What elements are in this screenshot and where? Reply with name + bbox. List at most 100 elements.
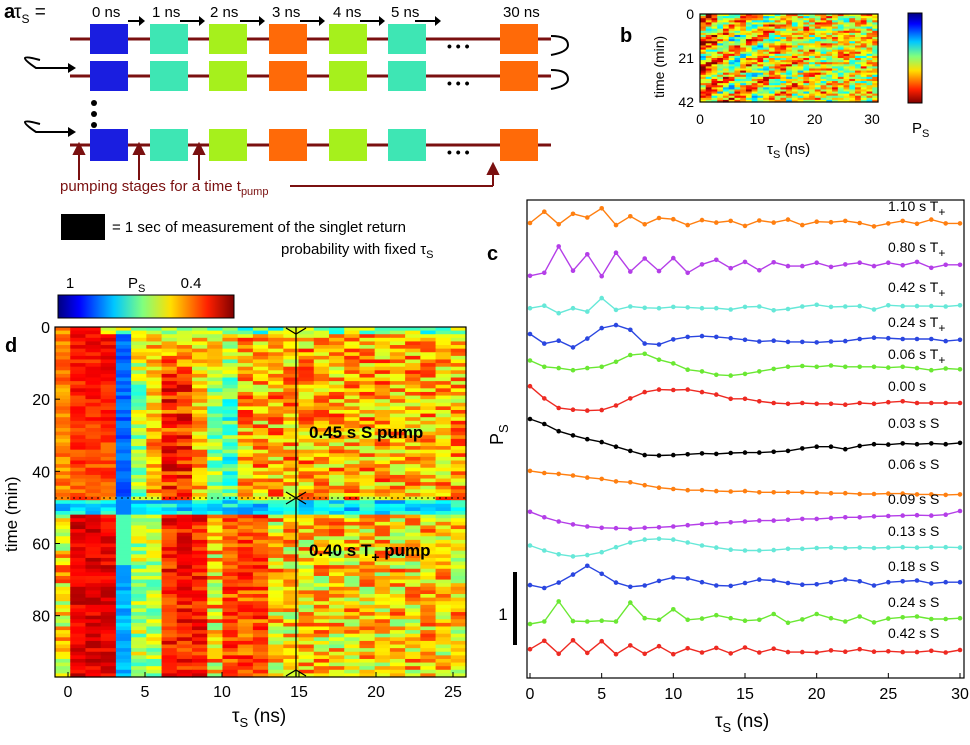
heatmap-b-cell (700, 53, 707, 57)
heatmap-b-cell (768, 24, 776, 28)
heatmap-d-cell (207, 402, 224, 407)
heatmap-d-cell (252, 428, 269, 433)
heatmap-d-cell (192, 669, 208, 674)
heatmap-d-cell (450, 655, 467, 660)
heatmap-d-cell (450, 543, 467, 548)
heatmap-d-cell (435, 604, 452, 610)
heatmap-d-cell (405, 341, 421, 346)
heatmap-b-cell (728, 78, 736, 82)
heatmap-d-cell (70, 669, 87, 674)
heatmap-d-cell (146, 384, 163, 389)
series-point (642, 305, 647, 311)
heatmap-b-cell (809, 85, 816, 88)
heatmap-b-cell (820, 70, 827, 74)
heatmap-d-cell (420, 557, 437, 563)
heatmap-d-cell (405, 669, 421, 674)
heatmap-d-cell (374, 525, 391, 530)
heatmap-d-cell (207, 554, 224, 559)
heatmap-d-cell (313, 330, 330, 335)
heatmap-d-cell (115, 489, 132, 494)
heatmap-d-cell (435, 655, 452, 660)
heatmap-d-cell (70, 489, 87, 494)
heatmap-d-cell (222, 413, 239, 418)
heatmap-d-cell (420, 496, 437, 501)
heatmap-d-cell (283, 550, 300, 555)
heatmap-b-cell (751, 55, 759, 59)
heatmap-d-cell (450, 572, 467, 577)
heatmap-d-cell (344, 615, 361, 620)
series-point (757, 617, 762, 623)
heatmap-d-cell (192, 366, 208, 371)
heatmap-b-cell (872, 70, 879, 74)
heatmap-b-cell (751, 20, 759, 23)
heatmap-b-cell (843, 83, 850, 86)
heatmap-b-cell (849, 30, 856, 34)
series-point (728, 583, 733, 589)
series-point (914, 400, 920, 406)
heatmap-b-cell (872, 93, 879, 97)
panel-b-xlabel-tau: τ (767, 141, 773, 158)
heatmap-d-cell (329, 363, 345, 368)
heatmap-b-cell (711, 14, 718, 17)
heatmap-d-cell (283, 630, 300, 635)
heatmap-b-cell (809, 97, 816, 101)
heatmap-b-cell (751, 66, 759, 70)
heatmap-d-cell (55, 456, 71, 462)
heatmap-d-cell (329, 435, 345, 440)
heatmap-d-cell (450, 529, 467, 534)
heatmap-d-cell (222, 637, 239, 642)
heatmap-d-cell (131, 651, 147, 656)
heatmap-b-cell (820, 41, 827, 44)
heatmap-d-cell (207, 409, 224, 415)
heatmap-d-cell (55, 384, 71, 389)
annotation-t-pump-main: 0.40 s T (309, 541, 372, 560)
heatmap-b-cell (791, 99, 799, 103)
heatmap-d-cell (374, 395, 391, 400)
heatmap-d-cell (344, 474, 361, 480)
heatmap-d-cell (176, 630, 193, 635)
heatmap-d-cell (450, 467, 467, 472)
heatmap-b-cell (705, 53, 713, 57)
heatmap-b-cell (705, 85, 713, 88)
heatmap-d-cell (389, 626, 406, 631)
heatmap-d-cell (207, 334, 224, 339)
heatmap-d-cell (374, 557, 391, 563)
heatmap-d-cell (405, 355, 421, 361)
heatmap-b-cell (826, 83, 833, 86)
heatmap-d-cell (405, 395, 421, 400)
heatmap-b-cell (780, 97, 787, 101)
heatmap-d-cell (329, 518, 345, 523)
heatmap-d-xtick: 0 (64, 684, 73, 701)
heatmap-d-cell (450, 539, 467, 545)
heatmap-b-cell (728, 70, 736, 74)
heatmap-d-cell (115, 453, 132, 458)
heatmap-d-cell (176, 590, 193, 595)
heatmap-d-cell (207, 500, 224, 505)
heatmap-d-cell (389, 619, 406, 624)
heatmap-d-cell (435, 590, 452, 595)
heatmap-d-cell (359, 446, 376, 451)
heatmap-d-ytick: 0 (41, 320, 50, 337)
heatmap-b-cell (849, 26, 856, 30)
heatmap-d-cell (374, 550, 391, 555)
heatmap-d-cell (55, 601, 71, 606)
heatmap-b-cell (832, 89, 839, 93)
heatmap-b-cell (774, 70, 781, 74)
heatmap-d-cell (405, 532, 421, 537)
heatmap-b-cell (717, 49, 724, 53)
heatmap-d-cell (298, 413, 315, 418)
heatmap-d-cell (405, 402, 421, 407)
heatmap-b-cell (849, 76, 856, 80)
legend-line-2: probability with fixed τS (281, 241, 434, 261)
heatmap-d-cell (374, 644, 391, 649)
heatmap-d-cell (100, 590, 117, 595)
heatmap-d-cell (389, 384, 406, 389)
series-point (714, 520, 719, 526)
heatmap-d-cell (389, 651, 406, 656)
heatmap-b-cell (745, 76, 753, 80)
heatmap-b-cell (774, 97, 781, 101)
heatmap-b-cell (757, 95, 764, 99)
heatmap-d-cell (298, 579, 315, 584)
heatmap-b-cell (814, 34, 822, 38)
heatmap-d-cell (131, 485, 147, 490)
